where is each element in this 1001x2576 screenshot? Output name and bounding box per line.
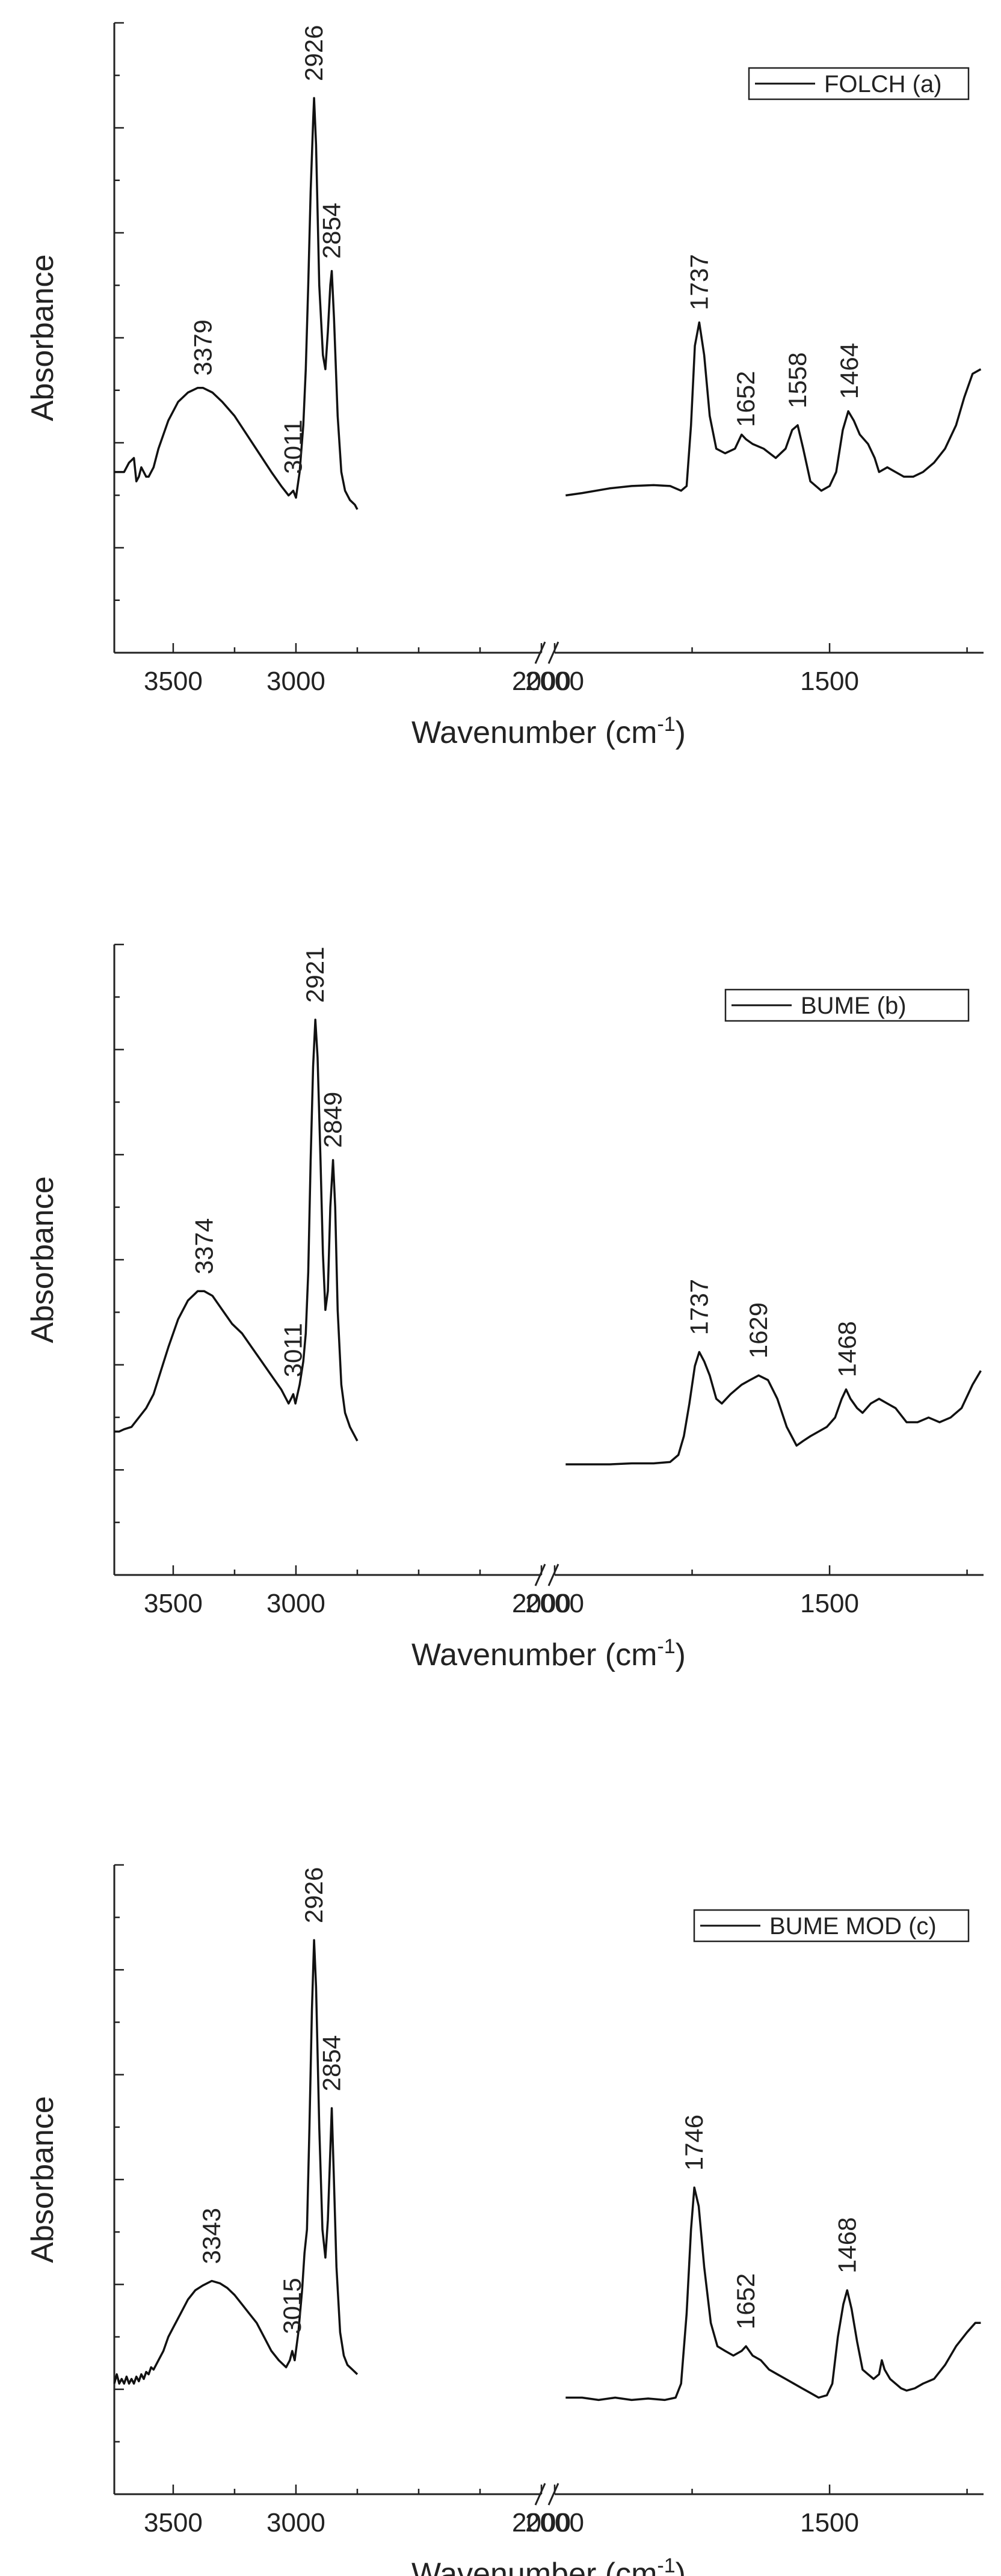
series-line-segment-1	[114, 97, 359, 510]
peak-label: 1464	[835, 343, 863, 399]
series-line-segment-1	[113, 1939, 359, 2385]
peak-label: 1746	[680, 2115, 708, 2171]
axis-break-mark	[534, 641, 546, 664]
axis-break-mark	[547, 2483, 559, 2506]
series-line-segment-2	[565, 2186, 981, 2402]
peak-label: 1629	[744, 1302, 772, 1358]
x-tick-label: 3500	[144, 667, 203, 696]
legend-label: FOLCH (a)	[824, 71, 942, 97]
x-axis-label: Wavenumber (cm-1)	[411, 2554, 686, 2576]
x-tick-label: 1500	[800, 667, 859, 696]
y-axis-label: Absorbance	[25, 254, 60, 422]
peak-label: 2854	[318, 2035, 346, 2091]
x-tick-label: 2000	[512, 667, 571, 696]
peak-label: 1652	[732, 2273, 760, 2329]
x-tick-label: 2000	[525, 1589, 584, 1618]
peak-label: 1558	[783, 352, 812, 408]
x-tick-label: 2000	[512, 1589, 571, 1618]
x-tick-label: 2000	[525, 667, 584, 696]
peak-label: 1737	[685, 254, 713, 310]
peak-label: 3374	[189, 1218, 218, 1274]
peak-label: 1652	[732, 371, 760, 427]
peak-label: 3011	[279, 419, 307, 473]
x-tick-label: 3000	[266, 2508, 325, 2537]
peak-label: 3011	[279, 1323, 307, 1377]
peak-label: 1468	[833, 1321, 861, 1377]
y-axis-label: Absorbance	[25, 1176, 60, 1343]
x-tick-label: 1500	[800, 1589, 859, 1618]
peak-label: 2926	[300, 25, 328, 81]
x-tick-label: 2000	[525, 2508, 584, 2537]
peak-label: 3379	[188, 319, 217, 375]
series-line-segment-2	[565, 1351, 982, 1465]
peak-label: 2921	[301, 947, 329, 1003]
legend-label: BUME (b)	[801, 993, 907, 1019]
peak-label: 1737	[685, 1279, 713, 1335]
axis-break-mark	[547, 641, 559, 664]
x-tick-label: 3000	[266, 1589, 325, 1618]
x-tick-label: 2000	[512, 2508, 571, 2537]
peak-label: 2926	[300, 1867, 328, 1923]
axis-break-mark	[534, 1564, 546, 1586]
x-axis-label: Wavenumber (cm-1)	[411, 1635, 686, 1672]
x-tick-label: 3500	[144, 2508, 203, 2537]
x-tick-label: 3000	[266, 667, 325, 696]
axis-break-mark	[547, 1564, 559, 1586]
x-tick-label: 1500	[800, 2508, 859, 2537]
peak-label: 3015	[278, 2278, 306, 2334]
axis-break-mark	[534, 2483, 546, 2506]
legend-label: BUME MOD (c)	[769, 1913, 937, 1940]
series-line-segment-1	[114, 1018, 359, 1442]
peak-label: 3343	[197, 2208, 226, 2264]
series-line-segment-2	[565, 321, 982, 497]
peak-label: 2849	[319, 1092, 347, 1148]
y-axis-label: Absorbance	[25, 2096, 60, 2263]
peak-label: 1468	[833, 2217, 861, 2273]
x-tick-label: 3500	[144, 1589, 203, 1618]
x-axis-label: Wavenumber (cm-1)	[411, 713, 686, 750]
peak-label: 2854	[318, 203, 346, 259]
